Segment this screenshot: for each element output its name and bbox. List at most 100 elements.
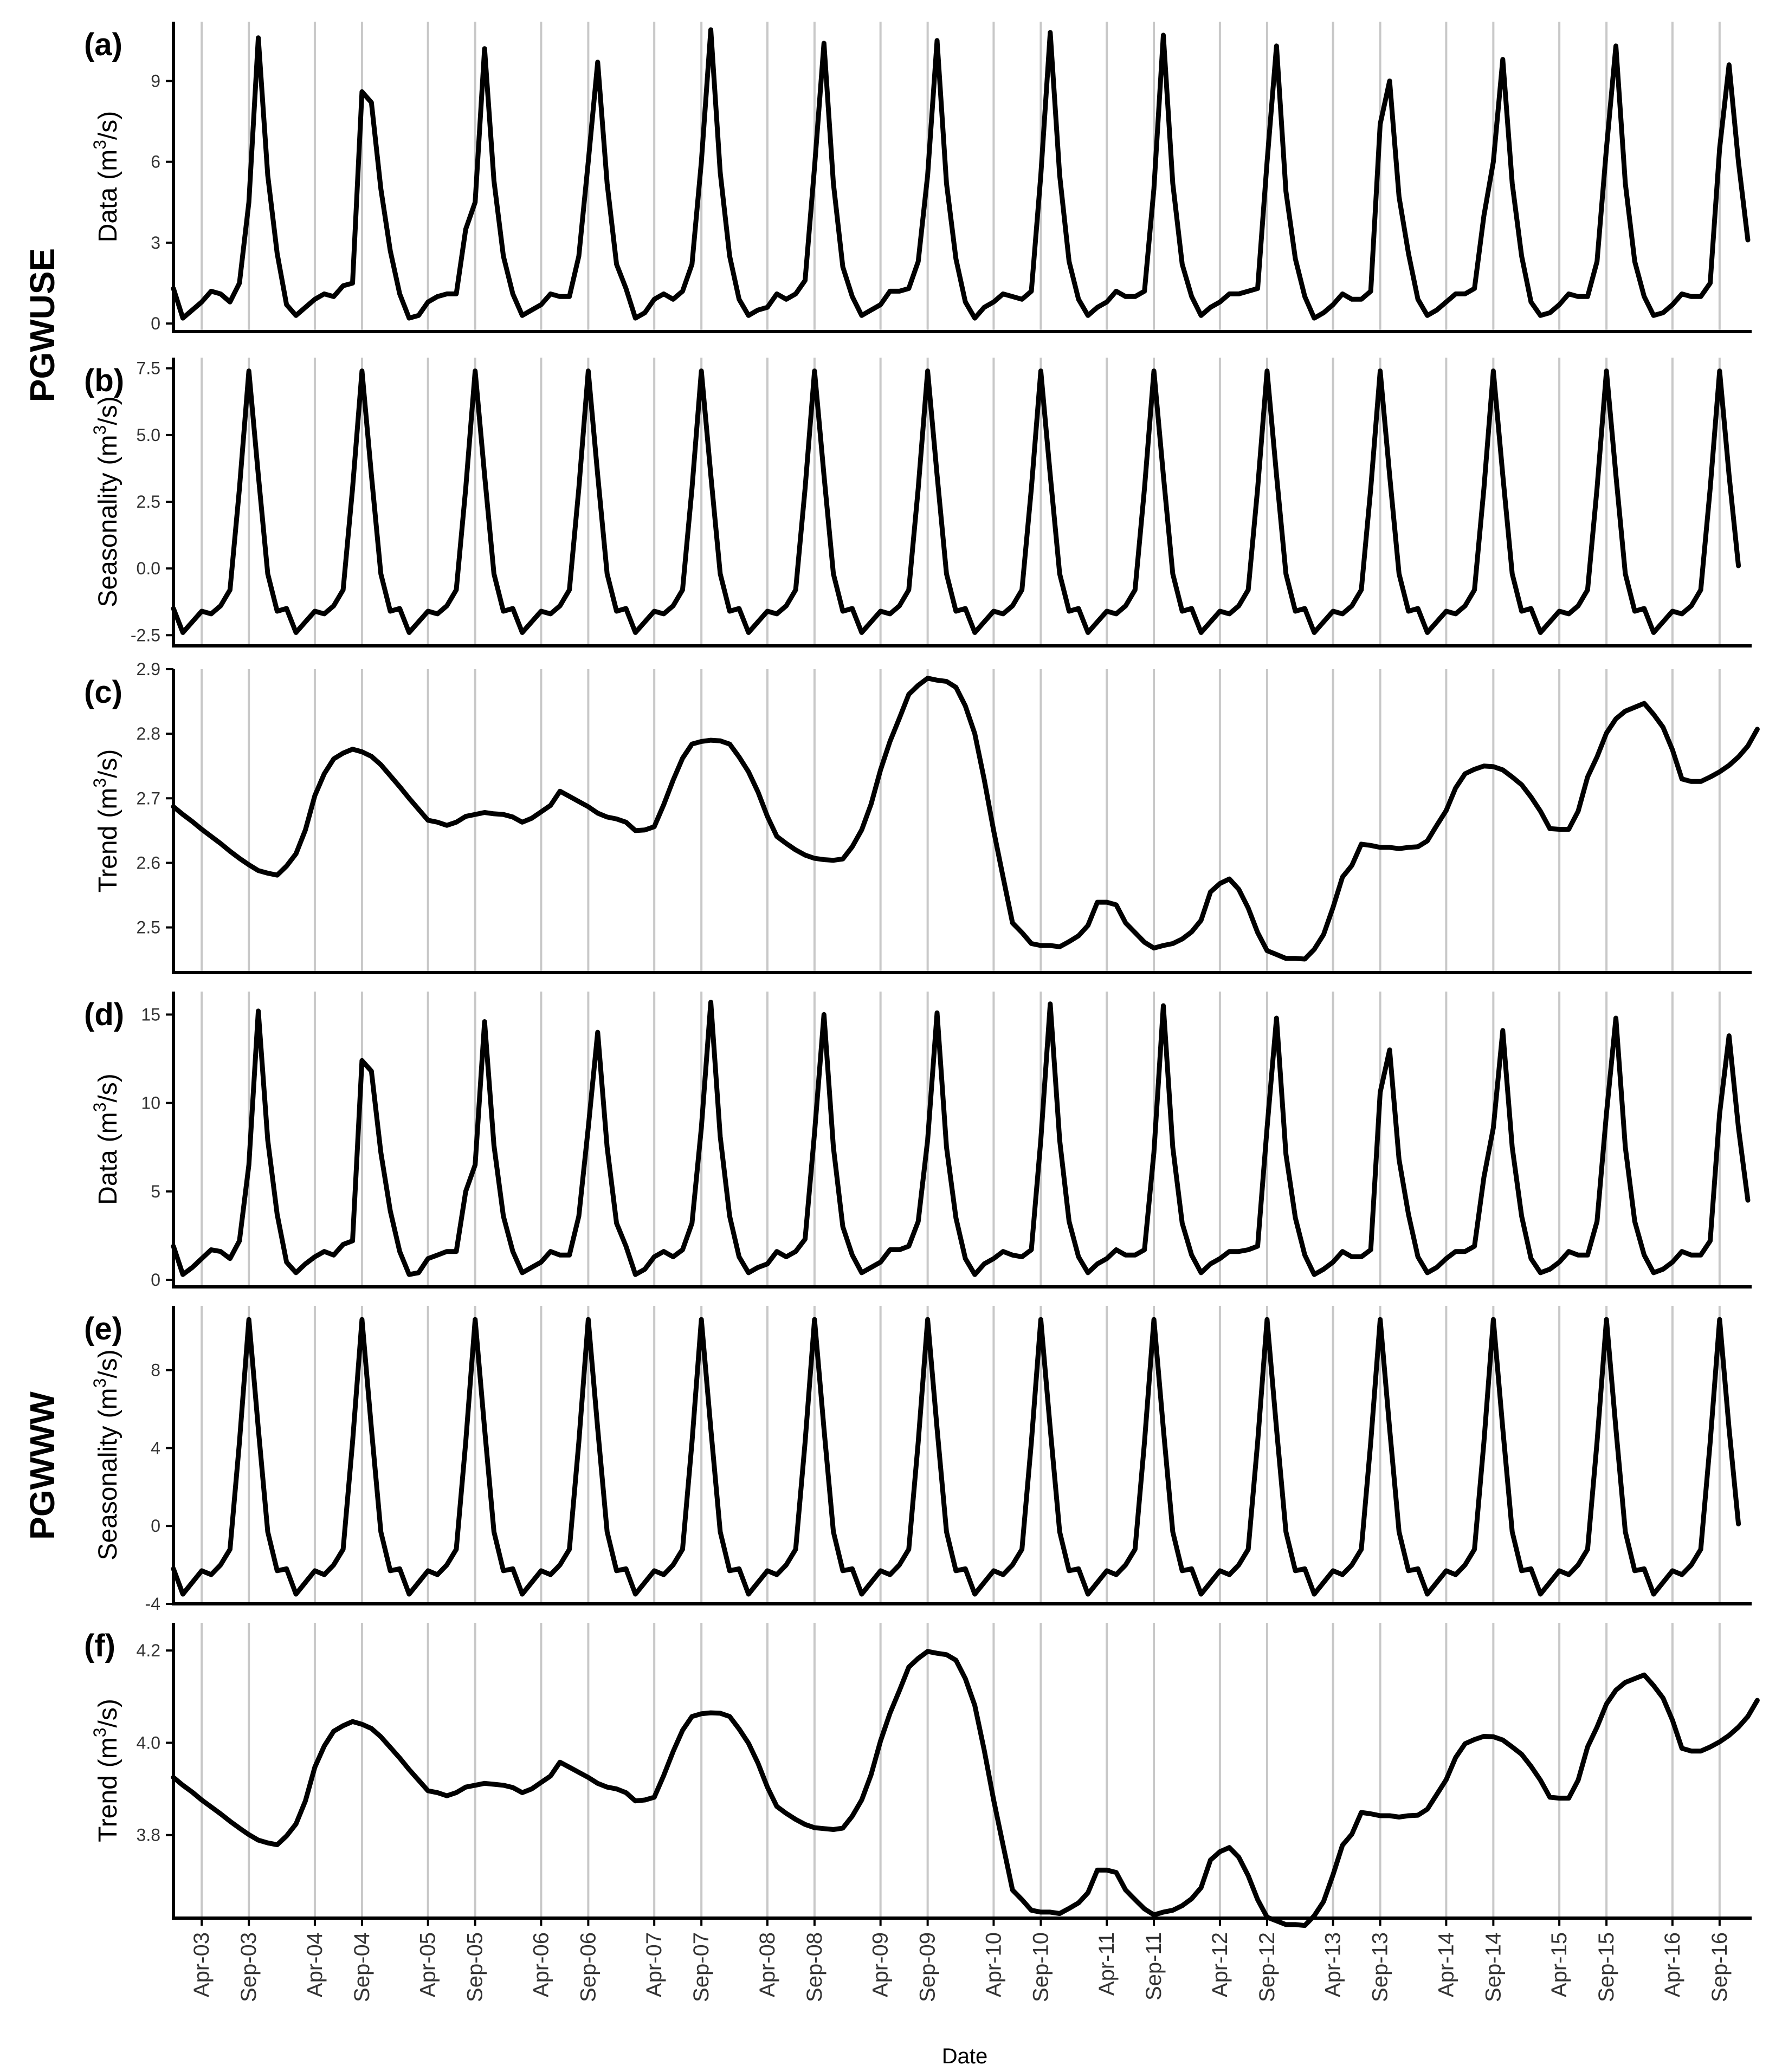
- x-tick-label: Sep-05: [463, 1932, 487, 2002]
- y-tick-label: 2.7: [137, 788, 160, 808]
- y-axis-title-main: Seasonality: [94, 1426, 122, 1560]
- x-tick-label: Sep-14: [1481, 1932, 1505, 2002]
- y-tick-label: 2.6: [137, 853, 160, 872]
- y-tick-label: 2.9: [137, 659, 160, 679]
- x-tick-label: Apr-16: [1661, 1932, 1684, 1997]
- y-axis-title-unit-tail: /s): [94, 396, 122, 425]
- y-tick-label: 2.5: [137, 492, 160, 511]
- x-tick-label: Apr-05: [416, 1932, 440, 1997]
- x-tick-label: Apr-13: [1321, 1932, 1345, 1997]
- group-label-pgwuse: PGWUSE: [23, 248, 62, 402]
- y-axis-title-unit: (m: [94, 1388, 122, 1419]
- y-tick-label: 2.8: [137, 724, 160, 743]
- y-axis-title-unit: (m: [94, 435, 122, 465]
- x-tick-label: Sep-07: [689, 1932, 713, 2002]
- x-tick-label: Sep-12: [1255, 1932, 1279, 2002]
- y-axis-title-unit-tail: /s): [94, 1349, 122, 1378]
- y-axis-title-unit-tail: /s): [94, 111, 122, 140]
- x-tick-label: Sep-11: [1142, 1932, 1166, 2000]
- y-axis-title: Data (m3/s): [90, 1073, 122, 1205]
- y-tick-label: 0: [151, 314, 160, 333]
- series-line-c: [171, 676, 1760, 962]
- x-tick-label: Sep-09: [916, 1932, 940, 2002]
- y-axis-title-superscript: 3: [90, 1378, 109, 1388]
- y-axis-title-unit-tail: /s): [94, 1073, 122, 1102]
- x-tick-label: Sep-13: [1368, 1932, 1392, 2002]
- y-tick-label: 4.0: [137, 1733, 160, 1752]
- y-axis-title-superscript: 3: [90, 425, 109, 435]
- group-label-pgwww: PGWWW: [23, 1391, 62, 1540]
- x-axis-label: Date: [942, 2044, 988, 2068]
- x-tick-label: Sep-03: [237, 1932, 261, 2002]
- x-tick-label: Apr-14: [1434, 1932, 1458, 1997]
- y-axis-title-unit: (m: [94, 1737, 122, 1767]
- y-axis-title-main: Data: [94, 1150, 122, 1205]
- y-axis-title-unit-tail: /s): [94, 749, 122, 778]
- grid-layer: [201, 22, 1721, 1918]
- x-tick-label: Apr-04: [303, 1932, 327, 1997]
- y-tick-label: 15: [141, 1005, 160, 1024]
- y-axis-title-main: Trend: [94, 1775, 122, 1842]
- x-tick-label: Sep-04: [350, 1932, 374, 2002]
- y-axis-title-superscript: 3: [90, 140, 109, 150]
- y-tick-label: 5.0: [137, 425, 160, 445]
- y-axis-title-superscript: 3: [90, 778, 109, 788]
- y-tick-label: 3.8: [137, 1825, 160, 1845]
- y-tick-label: 7.5: [137, 359, 160, 378]
- x-tick-label: Sep-08: [803, 1932, 827, 2002]
- x-tick-label: Apr-11: [1095, 1932, 1119, 1996]
- x-tick-label: Sep-15: [1594, 1932, 1618, 2002]
- y-axis-title: Trend (m3/s): [90, 749, 122, 893]
- y-axis-title: Seasonality (m3/s): [90, 396, 122, 607]
- series-line-e: [171, 1317, 1741, 1597]
- y-axis-title: Data (m3/s): [90, 111, 122, 242]
- series-line-a: [171, 27, 1751, 321]
- panel-label: (d): [84, 997, 124, 1032]
- y-axis-title-superscript: 3: [90, 1727, 109, 1737]
- y-axis-title-main: Trend: [94, 826, 122, 893]
- x-tick-label: Sep-10: [1029, 1932, 1053, 2002]
- y-tick-label: 5: [151, 1182, 160, 1201]
- x-tick-label: Apr-08: [756, 1932, 779, 1997]
- y-tick-label: 6: [151, 152, 160, 172]
- y-axis-title-main: Seasonality: [94, 472, 122, 607]
- panel-label: (c): [84, 675, 122, 710]
- panel-label: (b): [84, 363, 124, 398]
- y-axis-title-main: Data: [94, 187, 122, 243]
- y-axis-title-unit: (m: [94, 1112, 122, 1142]
- x-tick-label: Apr-03: [190, 1932, 214, 1997]
- x-tick-label: Apr-07: [642, 1932, 666, 1997]
- text-layer: PGWUSE PGWWW Date 0369(a)Data(m3/s)-2.50…: [23, 27, 1732, 2068]
- y-tick-label: -4: [145, 1594, 160, 1614]
- y-tick-label: -2.5: [131, 625, 160, 645]
- y-tick-label: 0: [151, 1516, 160, 1536]
- y-tick-label: 3: [151, 233, 160, 252]
- x-tick-label: Sep-16: [1708, 1932, 1732, 2002]
- y-tick-label: 10: [141, 1093, 160, 1113]
- panel-label: (e): [84, 1311, 122, 1346]
- x-tick-label: Apr-15: [1547, 1932, 1571, 1997]
- y-axis-title-superscript: 3: [90, 1103, 109, 1112]
- series-line-b: [171, 368, 1741, 635]
- y-tick-label: 8: [151, 1361, 160, 1380]
- y-axis-title-unit-tail: /s): [94, 1699, 122, 1727]
- y-axis-title-unit: (m: [94, 150, 122, 180]
- y-tick-label: 0.0: [137, 559, 160, 578]
- panel-label: (a): [84, 27, 122, 62]
- x-tick-label: Apr-06: [529, 1932, 553, 1997]
- y-axis-title-unit: (m: [94, 788, 122, 818]
- y-axis-title: Trend (m3/s): [90, 1699, 122, 1842]
- series-line-d: [171, 1000, 1751, 1277]
- x-tick-label: Apr-09: [869, 1932, 893, 1997]
- y-tick-label: 9: [151, 71, 160, 90]
- y-tick-label: 4.2: [137, 1641, 160, 1660]
- x-tick-label: Sep-06: [576, 1932, 600, 2002]
- y-tick-label: 2.5: [137, 918, 160, 937]
- axes-layer: [166, 22, 1752, 1926]
- y-axis-title: Seasonality (m3/s): [90, 1349, 122, 1560]
- x-tick-label: Apr-10: [982, 1932, 1005, 1997]
- series-line-f: [171, 1649, 1760, 1928]
- x-tick-label: Apr-12: [1208, 1932, 1232, 1997]
